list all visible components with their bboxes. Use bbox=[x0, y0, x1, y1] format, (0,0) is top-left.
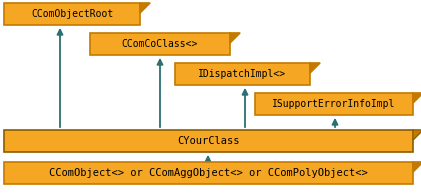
Polygon shape bbox=[310, 63, 320, 73]
Polygon shape bbox=[413, 93, 421, 103]
Bar bbox=[4, 162, 413, 184]
Polygon shape bbox=[230, 33, 240, 43]
Bar bbox=[4, 130, 413, 152]
Text: IDispatchImpl<>: IDispatchImpl<> bbox=[198, 69, 287, 79]
Polygon shape bbox=[413, 162, 421, 172]
Text: ISupportErrorInfoImpl: ISupportErrorInfoImpl bbox=[272, 99, 396, 109]
Bar bbox=[255, 93, 413, 115]
Text: CComCoClass<>: CComCoClass<> bbox=[122, 39, 198, 49]
Text: CComObjectRoot: CComObjectRoot bbox=[31, 9, 113, 19]
Bar bbox=[175, 63, 310, 85]
Bar bbox=[4, 3, 140, 25]
Bar bbox=[90, 33, 230, 55]
Polygon shape bbox=[140, 3, 150, 13]
Text: CComObject<> or CComAggObject<> or CComPolyObject<>: CComObject<> or CComAggObject<> or CComP… bbox=[49, 168, 368, 178]
Text: CYourClass: CYourClass bbox=[177, 136, 240, 146]
Polygon shape bbox=[413, 130, 421, 140]
